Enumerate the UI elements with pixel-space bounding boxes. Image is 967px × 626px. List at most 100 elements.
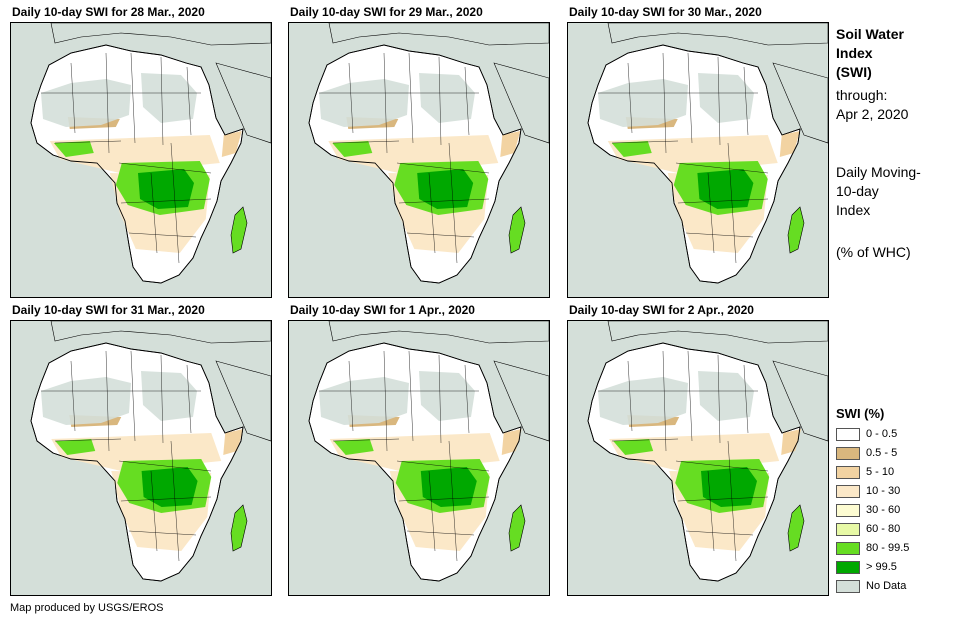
legend-label: 5 - 10 [866, 466, 895, 478]
country-border [448, 142, 458, 264]
europe-landmass [607, 23, 828, 46]
country-border [408, 350, 414, 442]
country-border [130, 350, 136, 442]
legend-swatch [836, 446, 860, 460]
africa-swi-map [568, 23, 828, 297]
europe-landmass [328, 23, 549, 46]
legend-label: 10 - 30 [866, 485, 901, 497]
legend-label: 0.5 - 5 [866, 447, 898, 459]
description-block: Daily Moving- 10-day Index [836, 163, 921, 220]
madagascar [230, 504, 248, 552]
legend-label: 80 - 99.5 [866, 542, 910, 554]
map-frame [10, 22, 272, 298]
legend-item: 30 - 60 [836, 502, 900, 518]
legend-item: 80 - 99.5 [836, 540, 909, 556]
country-border [170, 142, 180, 264]
europe-landmass [50, 23, 271, 46]
country-border [627, 62, 633, 134]
country-border [464, 364, 470, 434]
arabia-landmass [772, 360, 828, 442]
map-panel: Daily 10-day SWI for 31 Mar., 2020 [10, 303, 274, 597]
arabia-landmass [215, 360, 271, 442]
country-border [717, 56, 721, 146]
country-border [662, 52, 667, 154]
nodata-region [41, 377, 131, 425]
swi-region [138, 169, 194, 209]
country-border [685, 232, 754, 238]
africa-coastline [30, 44, 244, 284]
unit-label: (% of WHC) [836, 244, 911, 260]
legend-swatch [836, 484, 860, 498]
swi-region [701, 467, 757, 507]
nodata-region [598, 377, 688, 425]
country-border [396, 460, 490, 472]
country-border [54, 140, 122, 144]
country-border [105, 52, 110, 154]
through-date: Apr 2, 2020 [836, 106, 909, 122]
legend-swatch [836, 522, 860, 536]
map-panel: Daily 10-day SWI for 1 Apr., 2020 [288, 303, 552, 597]
country-border [727, 440, 737, 562]
map-frame [567, 22, 829, 298]
country-border [186, 364, 192, 434]
swi-region [500, 131, 521, 157]
africa-swi-map [11, 321, 271, 595]
swi-region [613, 439, 654, 455]
country-border [687, 52, 693, 144]
country-border [160, 56, 164, 146]
map-panel: Daily 10-day SWI for 2 Apr., 2020 [567, 303, 831, 597]
country-border [120, 198, 212, 204]
legend-item: > 99.5 [836, 559, 897, 575]
country-border [687, 350, 693, 442]
country-border [160, 354, 164, 444]
panel-title: Daily 10-day SWI for 29 Mar., 2020 [290, 5, 483, 19]
country-border [348, 360, 354, 432]
country-border [186, 66, 192, 136]
africa-coastline [587, 342, 801, 582]
country-border [438, 56, 442, 146]
swi-region [779, 131, 800, 157]
sidebar-title-line: Soil Water [836, 26, 904, 42]
swi-region [332, 141, 373, 157]
panel-title: Daily 10-day SWI for 28 Mar., 2020 [12, 5, 205, 19]
country-border [428, 172, 436, 254]
legend-swatch [836, 541, 860, 555]
map-panel: Daily 10-day SWI for 30 Mar., 2020 [567, 5, 831, 299]
map-panel: Daily 10-day SWI for 28 Mar., 2020 [10, 5, 274, 299]
country-border [128, 530, 197, 536]
sidebar-title-line: Index [836, 45, 873, 61]
country-border [118, 460, 212, 472]
country-border [707, 172, 715, 254]
panel-title: Daily 10-day SWI for 31 Mar., 2020 [12, 303, 205, 317]
africa-coastline [587, 44, 801, 284]
country-border [428, 470, 436, 552]
country-border [70, 62, 76, 134]
swi-region [697, 169, 754, 209]
arabia-landmass [493, 360, 549, 442]
map-frame [10, 320, 272, 596]
africa-swi-map [11, 23, 271, 297]
through-label: through: [836, 87, 888, 103]
africa-coastline [308, 342, 522, 582]
description-line: 10-day [836, 183, 879, 199]
country-border [743, 66, 749, 136]
swi-region [420, 467, 477, 507]
country-border [383, 52, 388, 154]
africa-swi-map [289, 321, 549, 595]
map-frame [288, 320, 550, 596]
country-border [677, 198, 769, 204]
country-border [662, 350, 667, 452]
africa-swi-map [289, 23, 549, 297]
legend-item: 60 - 80 [836, 521, 900, 537]
nodata-region [41, 79, 131, 127]
legend-swatch [836, 427, 860, 441]
country-border [170, 440, 180, 562]
swi-region [333, 439, 374, 455]
sidebar-title: Soil Water Index (SWI) [836, 25, 904, 82]
legend-label: > 99.5 [866, 561, 897, 573]
legend-swatch [836, 579, 860, 593]
swi-region [55, 439, 96, 455]
country-border [398, 496, 490, 502]
panel-title: Daily 10-day SWI for 1 Apr., 2020 [290, 303, 475, 317]
swi-region [611, 141, 652, 157]
